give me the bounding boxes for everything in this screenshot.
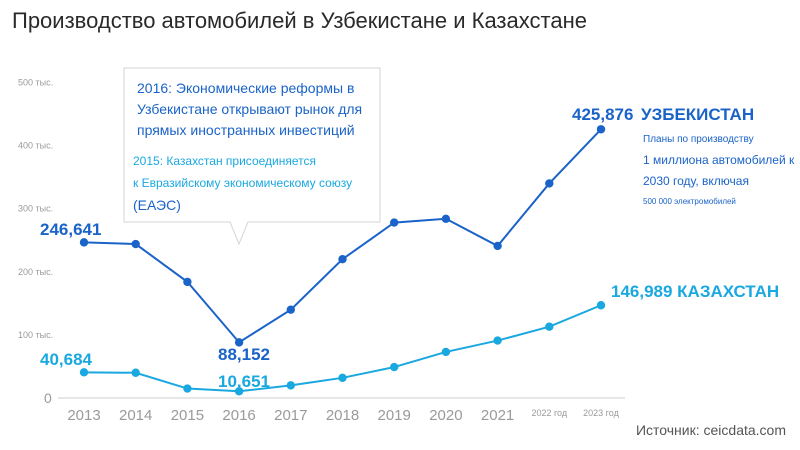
data-point-uzbekistan-6 xyxy=(390,218,399,227)
data-point-uzbekistan-7 xyxy=(441,214,451,223)
y-tick-label-2: 200 тыс. xyxy=(18,267,53,277)
data-point-uzbekistan-4 xyxy=(286,305,295,314)
data-point-uzbekistan-0 xyxy=(79,238,89,247)
data-point-kazakhstan-9 xyxy=(545,322,554,331)
callout-line-6: (ЕАЭС) xyxy=(133,197,181,213)
callout-line-2: Узбекистане открывают рынок для xyxy=(137,101,363,117)
data-point-uzbekistan-8 xyxy=(493,241,502,251)
callout-line-3: прямых иностранных инвестиций xyxy=(137,122,355,138)
note-line-1: Планы по производству xyxy=(643,134,754,145)
y-tick-label-1: 100 тыс. xyxy=(18,330,53,340)
y-tick-label-0: 0 xyxy=(44,390,52,406)
x-tick-label-6: 2019 xyxy=(378,407,411,424)
data-point-uzbekistan-1 xyxy=(131,239,140,249)
data-point-kazakhstan-8 xyxy=(493,336,502,345)
data-point-kazakhstan-5 xyxy=(338,373,347,383)
data-point-kazakhstan-7 xyxy=(441,347,451,357)
data-point-kazakhstan-4 xyxy=(286,381,295,390)
x-tick-label-7: 2020 xyxy=(429,407,462,424)
data-point-uzbekistan-2 xyxy=(183,277,192,287)
data-point-kazakhstan-0 xyxy=(79,368,89,377)
series-label-uzbekistan: УЗБЕКИСТАН xyxy=(641,105,754,124)
callout-box-outline xyxy=(123,67,381,246)
x-tick-label-4: 2017 xyxy=(274,407,307,424)
source-credit: Источник: ceicdata.com xyxy=(635,422,786,438)
callout-line-5: к Евразийскому экономическому союзу xyxy=(133,176,353,190)
x-tick-label-5: 2018 xyxy=(326,407,359,424)
y-tick-label-3: 300 тыс. xyxy=(18,204,53,214)
x-tick-label-8: 2021 xyxy=(481,407,514,424)
data-label-uz-2023: 425,876 xyxy=(572,105,633,124)
data-point-kazakhstan-3 xyxy=(234,387,244,396)
data-point-uzbekistan-5 xyxy=(338,254,347,264)
data-point-kazakhstan-6 xyxy=(390,362,399,372)
note-line-3: 2030 году, включая xyxy=(643,174,749,188)
data-label-uz-2013: 246,641 xyxy=(40,220,101,239)
note-line-4: 500 000 электромобилей xyxy=(643,197,736,206)
callout-line-4: 2015: Казахстан присоединяется xyxy=(133,154,316,168)
x-tick-label-9: 2022 год xyxy=(531,408,567,418)
data-point-uzbekistan-3 xyxy=(234,338,244,347)
x-tick-label-10: 2023 год xyxy=(583,408,619,418)
data-label-kz-2016: 10,651 xyxy=(218,372,270,391)
data-point-kazakhstan-2 xyxy=(183,384,192,393)
y-tick-label-4: 400 тыс. xyxy=(18,141,53,151)
x-tick-label-3: 2016 xyxy=(222,407,255,424)
data-point-uzbekistan-9 xyxy=(545,179,554,188)
data-label-kz-2023: 146,989 КАЗАХСТАН xyxy=(611,282,779,301)
data-label-uz-2016: 88,152 xyxy=(218,345,270,364)
data-point-uzbekistan-10 xyxy=(596,125,606,134)
data-label-kz-2013: 40,684 xyxy=(40,350,93,369)
data-point-kazakhstan-1 xyxy=(131,368,140,377)
callout-line-1: 2016: Экономические реформы в xyxy=(137,80,355,96)
x-tick-label-2: 2015 xyxy=(171,407,204,424)
x-tick-label-1: 2014 xyxy=(119,407,152,424)
chart-title: Производство автомобилей в Узбекистане и… xyxy=(12,8,587,33)
x-tick-label-0: 2013 xyxy=(67,407,100,424)
data-point-kazakhstan-10 xyxy=(596,301,606,310)
note-line-2: 1 миллиона автомобилей к xyxy=(643,153,795,167)
y-tick-label-5: 500 тыс. xyxy=(18,78,53,88)
